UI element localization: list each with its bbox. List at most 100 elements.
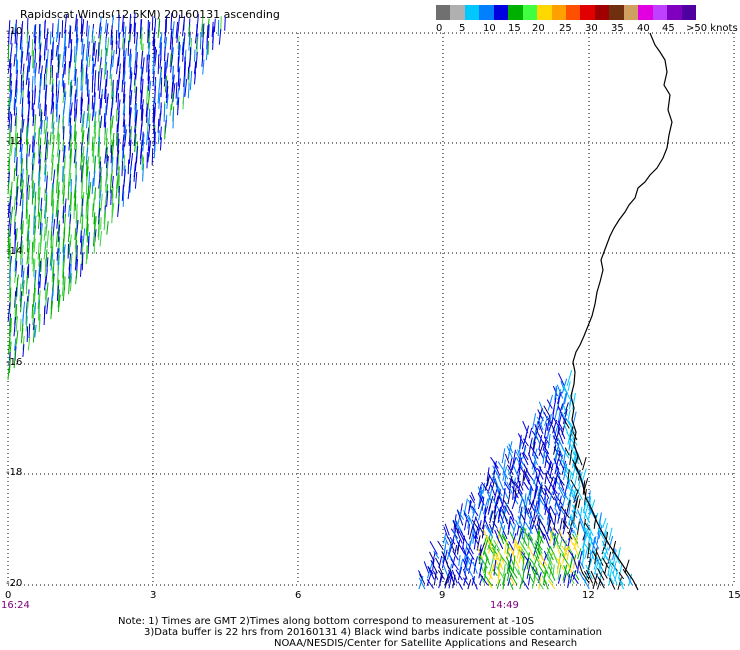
wind-barb: [62, 205, 65, 224]
wind-barb: [211, 21, 214, 37]
wind-barb: [543, 578, 549, 590]
legend-color-swatch: [551, 5, 567, 20]
wind-barb: [74, 227, 77, 241]
wind-barb: [98, 147, 100, 165]
wind-barb: [444, 575, 450, 589]
wind-barb: [64, 61, 67, 75]
wind-barb: [537, 564, 545, 574]
wind-barb: [484, 551, 490, 561]
wind-barb: [33, 216, 35, 236]
wind-barb: [597, 522, 602, 535]
wind-barb: [536, 509, 544, 520]
wind-barb: [472, 526, 479, 540]
wind-barb: [68, 111, 70, 127]
wind-barb: [46, 230, 50, 249]
wind-barb: [31, 249, 34, 265]
wind-barb: [109, 64, 112, 79]
wind-barb: [93, 83, 96, 98]
wind-barb: [62, 191, 65, 205]
wind-barb: [504, 453, 510, 464]
wind-barb: [584, 548, 588, 560]
wind-barb: [51, 213, 54, 229]
wind-barb: [464, 519, 467, 531]
wind-barb: [502, 459, 506, 476]
wind-barb: [544, 450, 551, 461]
wind-barb: [62, 145, 66, 163]
wind-barb: [43, 206, 46, 219]
wind-barb: [117, 204, 120, 217]
wind-barb: [559, 517, 563, 531]
wind-barb: [477, 496, 483, 510]
wind-barb: [153, 127, 156, 147]
wind-barb: [74, 108, 76, 122]
wind-barb: [456, 509, 464, 526]
wind-barb: [10, 206, 14, 225]
wind-barb: [100, 94, 103, 109]
legend-label: 30: [585, 23, 598, 34]
wind-barb: [607, 558, 612, 576]
wind-barb: [69, 117, 72, 134]
wind-barb: [15, 186, 19, 205]
wind-barb: [68, 30, 71, 49]
wind-barb: [586, 522, 594, 537]
wind-barb: [8, 111, 11, 129]
wind-barb: [140, 33, 143, 50]
wind-barb: [497, 556, 504, 570]
wind-barb: [552, 476, 560, 485]
wind-barb: [110, 107, 113, 121]
wind-barb: [34, 191, 37, 211]
wind-barb: [135, 48, 137, 62]
wind-barb: [554, 428, 561, 444]
lat-label: -20: [6, 578, 23, 589]
wind-barb: [33, 24, 37, 44]
wind-barb: [542, 554, 547, 566]
wind-barb: [37, 92, 41, 109]
wind-barb: [91, 102, 95, 121]
wind-barb: [146, 131, 149, 146]
lon-label: 3: [150, 590, 157, 601]
wind-barb: [576, 521, 580, 535]
wind-barb: [80, 165, 83, 183]
wind-barb: [492, 520, 498, 529]
wind-barb: [567, 381, 571, 391]
wind-barb: [20, 328, 24, 344]
wind-barb: [50, 252, 54, 271]
wind-barb: [456, 541, 466, 555]
wind-barb: [8, 316, 11, 337]
wind-barb: [50, 98, 54, 115]
wind-barb: [7, 302, 11, 321]
wind-barb: [115, 87, 118, 103]
wind-barb: [418, 577, 426, 590]
wind-barb: [478, 484, 482, 495]
wind-barb: [503, 481, 510, 490]
legend-label: 20: [532, 23, 545, 34]
wind-barb: [536, 416, 544, 431]
wind-barb: [547, 574, 554, 584]
legend-label: 40: [637, 23, 650, 34]
wind-barb: [562, 547, 567, 564]
wind-barb: [62, 165, 64, 183]
wind-barb: [80, 263, 82, 277]
wind-barb: [506, 481, 513, 494]
wind-barb: [69, 263, 72, 284]
wind-barb: [534, 423, 540, 436]
wind-barb: [612, 548, 616, 560]
wind-barb: [561, 460, 567, 476]
wind-barb: [152, 53, 155, 74]
wind-barb: [38, 23, 41, 44]
wind-barb: [169, 104, 172, 117]
wind-barb: [561, 418, 567, 436]
wind-barb: [134, 26, 136, 44]
wind-barb: [538, 465, 545, 475]
wind-barb: [93, 101, 96, 117]
wind-barb: [618, 563, 623, 579]
wind-barb: [564, 421, 570, 429]
wind-barb: [206, 35, 208, 50]
wind-barb: [534, 432, 541, 444]
wind-barb: [556, 502, 565, 515]
wind-barb: [501, 556, 509, 566]
wind-barb: [105, 36, 107, 51]
wind-barb: [503, 564, 506, 576]
wind-barb: [581, 540, 585, 556]
wind-barb: [523, 493, 527, 510]
